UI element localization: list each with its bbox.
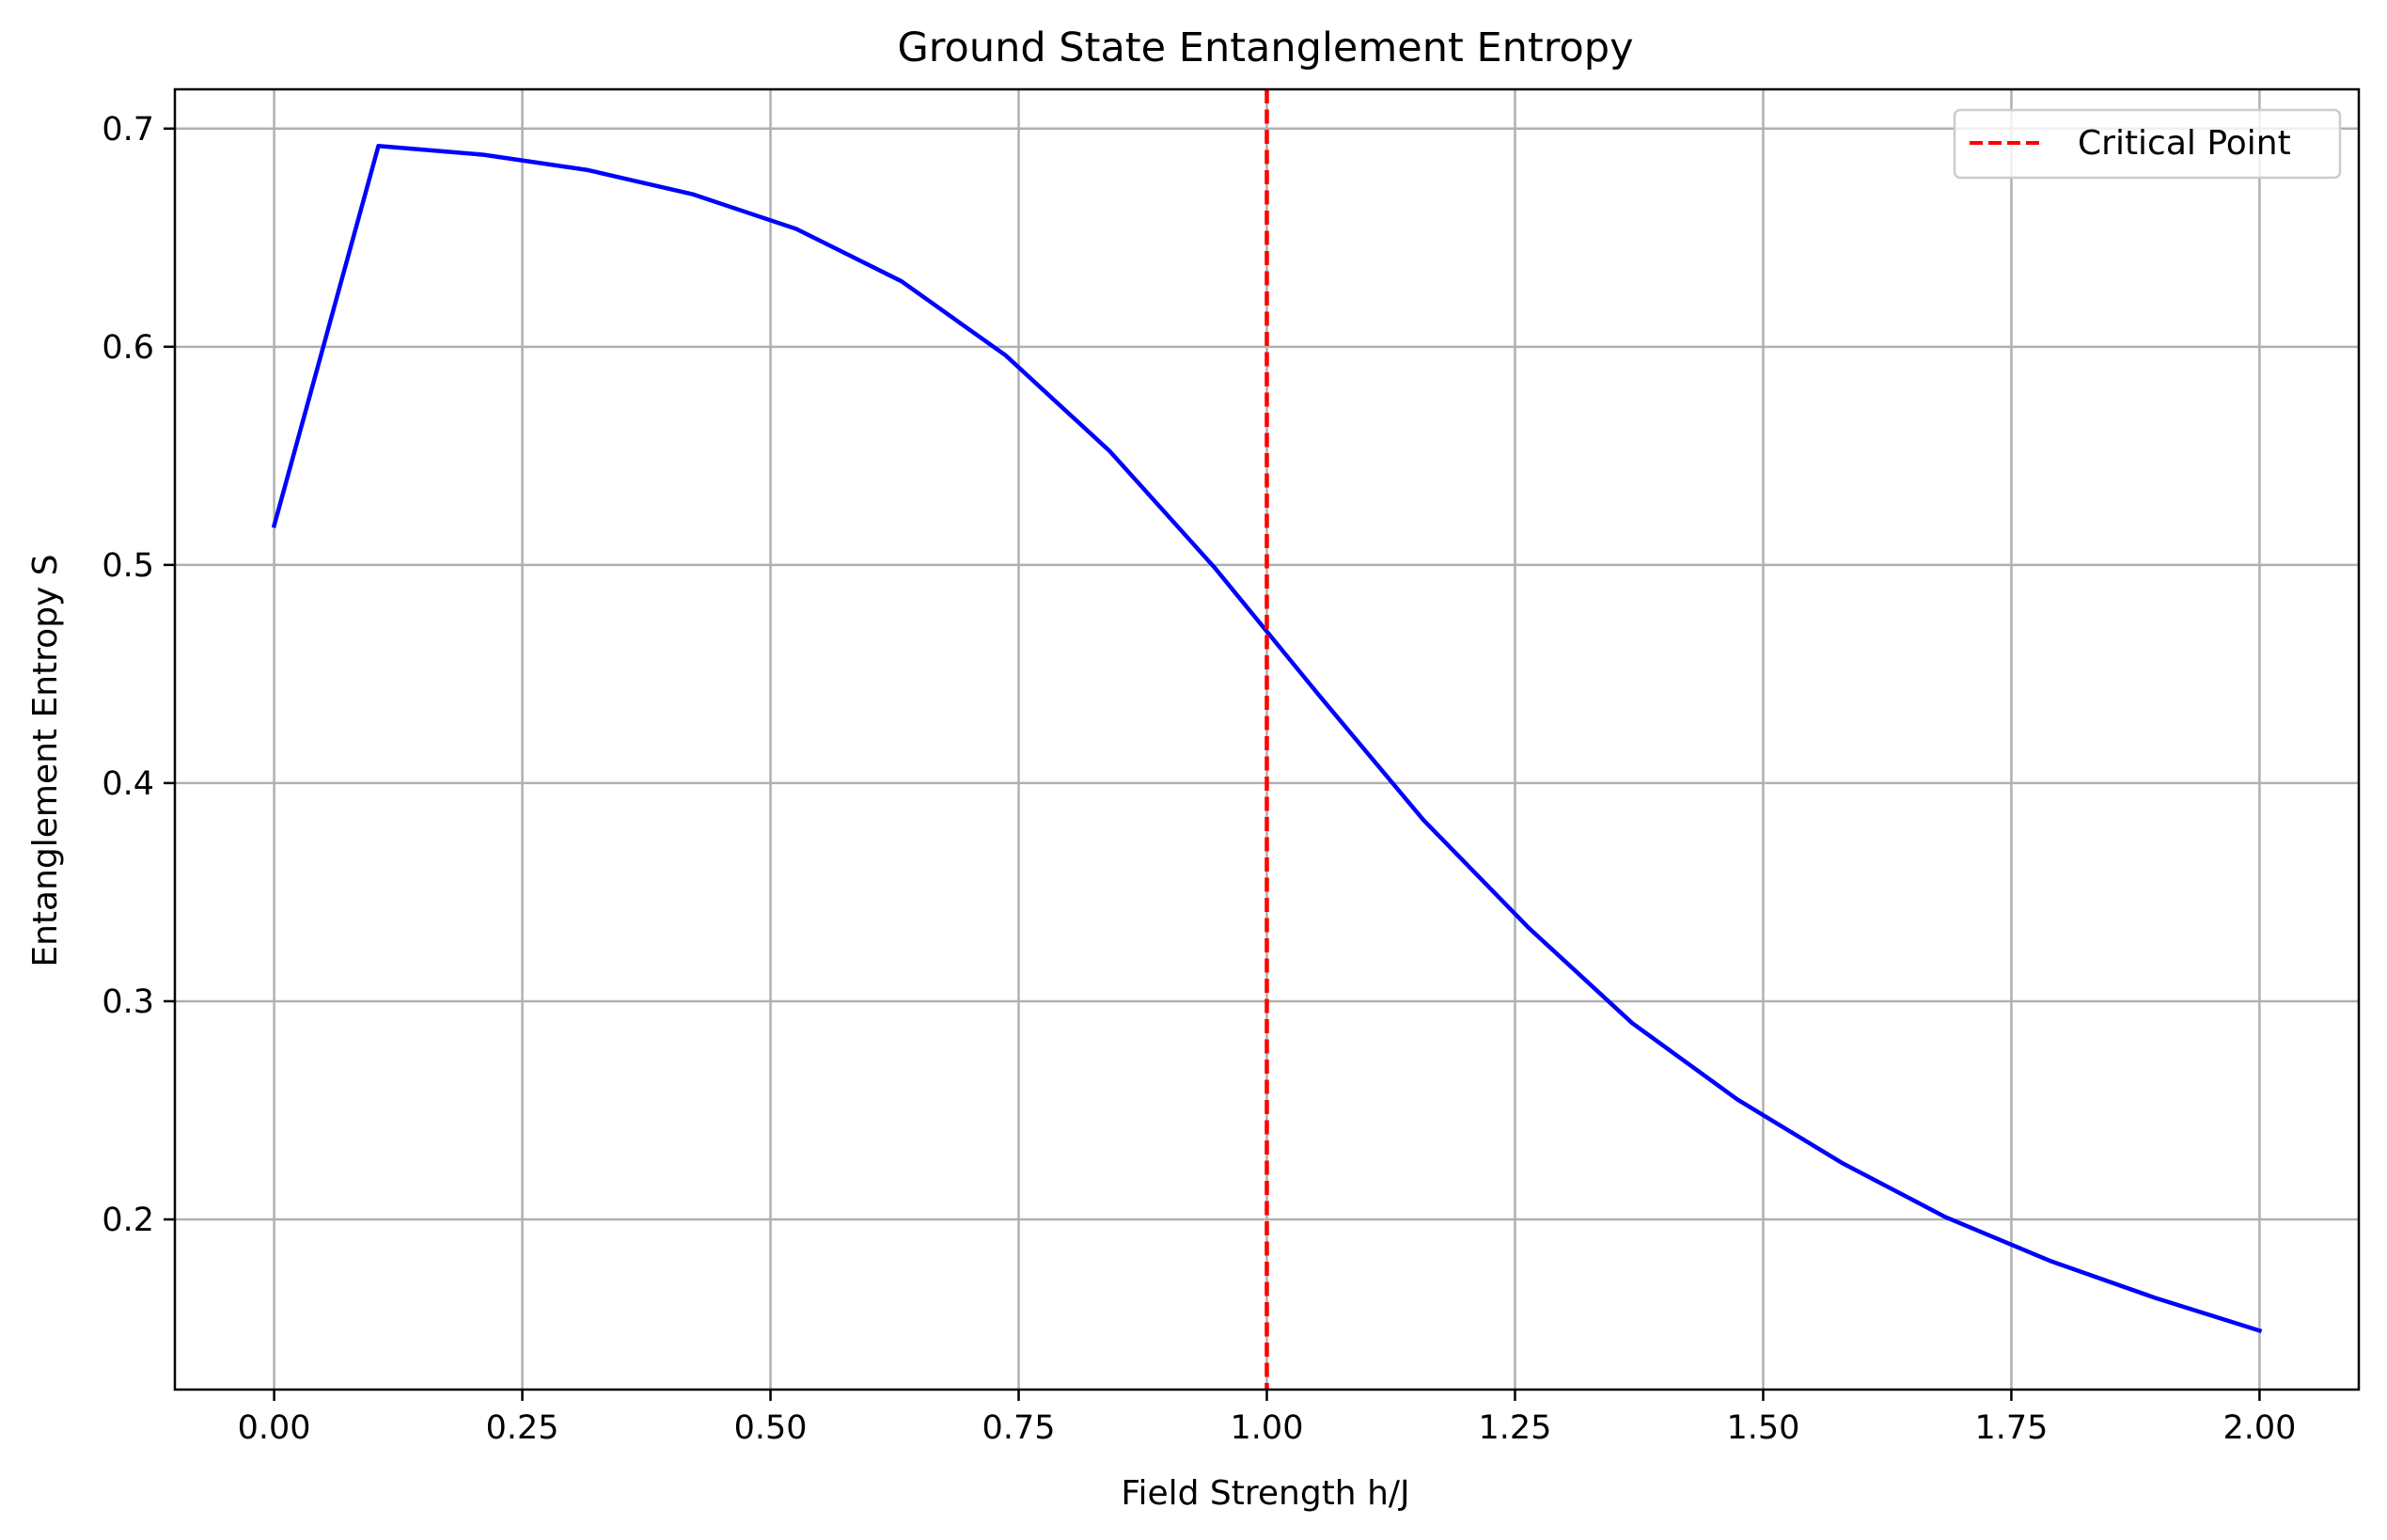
legend: Critical Point [1953,108,2342,180]
x-tick-label: 2.00 [2222,1409,2296,1447]
axis-ticks: 0.00 0.25 0.50 0.75 1.00 1.25 1.50 1.75 2.00 0.2 0… [102,111,2296,1447]
x-tick-label: 0.00 [238,1409,311,1447]
x-tick-label: 1.50 [1726,1409,1799,1447]
x-tick-label: 1.75 [1974,1409,2048,1447]
legend-label-critical-point: Critical Point [2078,124,2291,163]
y-tick-label: 0.4 [102,765,154,803]
x-tick-label: 1.25 [1479,1409,1552,1447]
y-axis-label: Entanglement Entropy S [26,554,65,966]
entropy-series-line [271,144,2263,1334]
y-tick-label: 0.5 [102,547,154,585]
x-axis-label: Field Strength h/J [1121,1474,1409,1513]
legend-box [1953,108,2342,180]
y-tick-label: 0.3 [102,983,154,1021]
chart-title: Ground State Entanglement Entropy [897,24,1633,71]
y-tick-label: 0.7 [102,111,154,149]
x-tick-label: 0.25 [486,1409,559,1447]
series-layer [271,89,2263,1390]
y-tick-label: 0.6 [102,329,154,367]
y-tick-label: 0.2 [102,1202,154,1239]
x-tick-label: 1.00 [1231,1409,1304,1447]
x-tick-label: 0.50 [734,1409,808,1447]
x-tick-label: 0.75 [982,1409,1056,1447]
